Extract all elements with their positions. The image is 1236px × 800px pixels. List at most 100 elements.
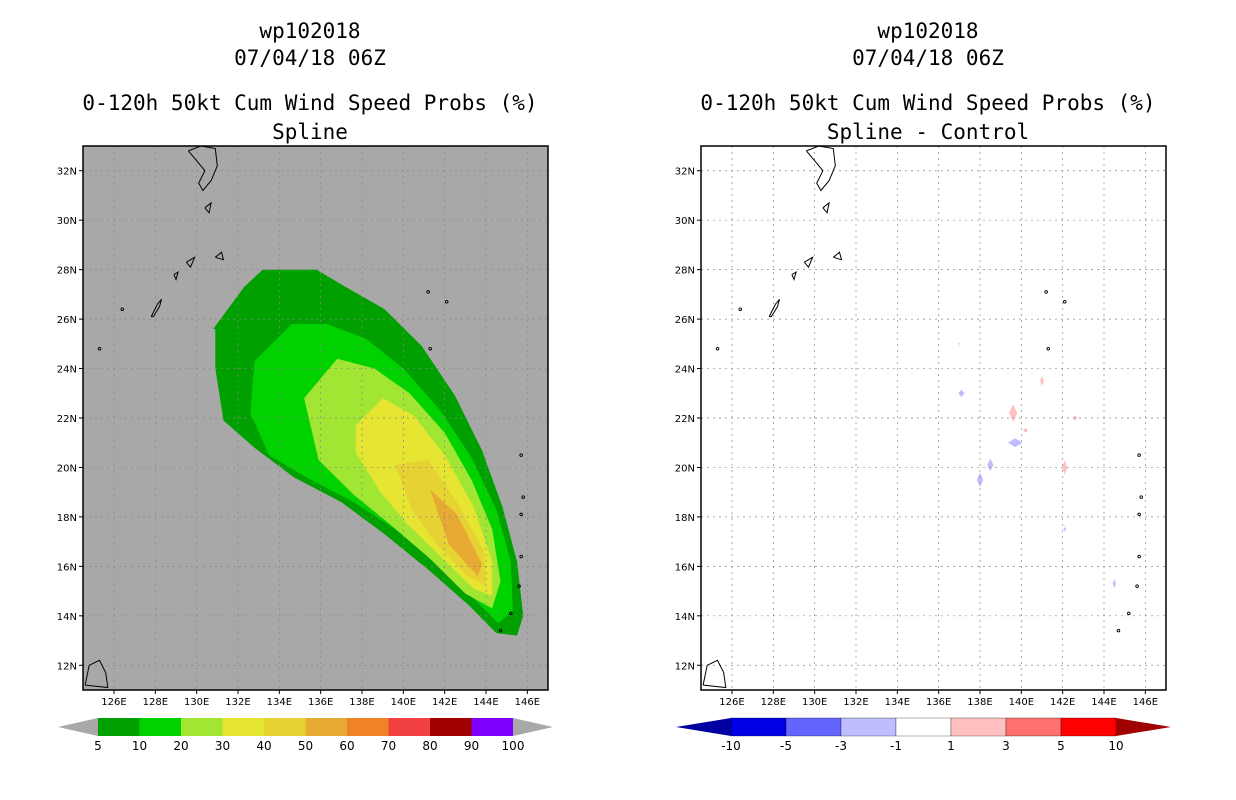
colorbar-tick-label: 5: [94, 739, 102, 753]
colorbar-swatch: [388, 718, 430, 736]
x-tick-label: 130E: [184, 697, 209, 708]
left-title-storm: wp102018: [259, 19, 361, 43]
island-marker: [517, 584, 521, 588]
island-marker: [509, 611, 513, 616]
y-tick-label: 24N: [57, 365, 77, 376]
colorbar-swatch: [840, 717, 897, 737]
colorbar-tick-label: 90: [464, 739, 479, 753]
diff-anomaly: [1008, 404, 1018, 422]
colorbar-tick-label: -10: [721, 739, 741, 753]
colorbar-swatch: [730, 717, 787, 737]
coastline: [832, 251, 843, 261]
colorbar-tick-label: 20: [173, 739, 188, 753]
island-marker: [428, 347, 432, 351]
x-tick-label: 138E: [349, 697, 374, 708]
x-tick-label: 126E: [719, 697, 744, 708]
colorbar-tick-label: -3: [835, 739, 847, 753]
diff-anomaly: [987, 458, 994, 472]
island-marker: [1137, 512, 1141, 517]
colorbar-tick-label: 10: [132, 739, 147, 753]
y-tick-label: 22N: [57, 414, 77, 425]
colorbar-swatch: [471, 718, 513, 736]
coastline: [768, 298, 780, 318]
colorbar-tick-label: 50: [298, 739, 313, 753]
colorbar-tick-label: 70: [381, 739, 396, 753]
colorbar-tick-label: 40: [256, 739, 271, 753]
coastline: [702, 659, 727, 689]
colorbar-swatch: [139, 718, 181, 736]
x-tick-label: 126E: [101, 697, 126, 708]
x-tick-label: 146E: [515, 697, 540, 708]
diff-anomaly: [1022, 427, 1028, 433]
diff-anomaly: [958, 389, 965, 397]
map-background: [701, 146, 1166, 690]
y-tick-label: 26N: [675, 315, 695, 326]
y-tick-label: 18N: [675, 513, 695, 524]
x-tick-label: 144E: [1091, 697, 1116, 708]
colorbar-swatch: [305, 718, 347, 736]
island-marker: [97, 347, 102, 351]
y-tick-label: 14N: [57, 612, 77, 623]
colorbar-tick-label: 5: [1057, 739, 1065, 753]
island-marker: [1062, 300, 1067, 304]
x-tick-label: 142E: [432, 697, 457, 708]
colorbar-left: 5 10 20 30 40 50 60 70 80 90 100: [58, 718, 553, 753]
y-tick-label: 16N: [57, 562, 77, 573]
island-marker: [738, 307, 743, 311]
island-marker: [1044, 290, 1048, 294]
colorbar-swatch: [264, 718, 306, 736]
y-tick-label: 24N: [675, 365, 695, 376]
colorbar-tick-label: 3: [1002, 739, 1010, 753]
right-title-date: 07/04/18 06Z: [852, 46, 1004, 70]
y-tick-label: 30N: [57, 216, 77, 227]
island-marker: [426, 290, 430, 294]
diff-anomaly: [1007, 438, 1023, 448]
y-tick-label: 22N: [675, 414, 695, 425]
colorbar-tick-label: 10: [1108, 739, 1123, 753]
island-marker: [519, 453, 523, 457]
colorbar-tick-label: 1: [947, 739, 955, 753]
x-tick-label: 142E: [1050, 697, 1075, 708]
island-marker: [1127, 611, 1131, 616]
coastline: [806, 145, 836, 192]
island-marker: [715, 347, 720, 351]
colorbar-swatch: [1005, 717, 1062, 737]
colorbar-swatch: [1060, 717, 1117, 737]
x-tick-label: 144E: [473, 697, 498, 708]
x-tick-label: 130E: [802, 697, 827, 708]
x-tick-label: 136E: [308, 697, 333, 708]
right-title-product: 0-120h 50kt Cum Wind Speed Probs (%): [700, 91, 1156, 115]
y-tick-label: 18N: [57, 513, 77, 524]
colorbar-arrow-low: [58, 718, 98, 736]
coastline: [150, 298, 162, 318]
colorbar-tick-label: 100: [502, 739, 525, 753]
coastline: [822, 201, 830, 214]
x-tick-label: 128E: [761, 697, 786, 708]
colorbar-swatch: [785, 717, 842, 737]
island-marker: [1139, 495, 1143, 499]
x-tick-label: 146E: [1133, 697, 1158, 708]
y-tick-label: 20N: [57, 463, 77, 474]
x-tick-label: 132E: [225, 697, 250, 708]
coastline: [214, 251, 225, 261]
colorbar-arrow-high: [1116, 718, 1171, 736]
y-tick-label: 26N: [57, 315, 77, 326]
colorbar-tick-label: -5: [780, 739, 792, 753]
y-tick-label: 32N: [57, 167, 77, 178]
island-marker: [444, 300, 449, 304]
colorbar-swatch: [950, 717, 1007, 737]
left-title-product: 0-120h 50kt Cum Wind Speed Probs (%): [82, 91, 538, 115]
diff-anomaly: [1063, 526, 1066, 532]
colorbar-arrow-low: [676, 718, 731, 736]
island-marker: [1137, 554, 1141, 559]
island-marker: [498, 628, 503, 633]
colorbar-right: -10 -5 -3 -1 1 3 5 10: [676, 717, 1171, 753]
right-title-method: Spline - Control: [826, 120, 1030, 144]
map-panel-left: 126E 128E 130E 132E 134E 136E 138E 140E 142E 144E…: [57, 145, 553, 753]
island-marker: [1046, 347, 1050, 351]
diff-anomaly: [1062, 460, 1068, 475]
coastline: [188, 145, 218, 192]
x-tick-label: 136E: [926, 697, 951, 708]
left-title-date: 07/04/18 06Z: [234, 46, 386, 70]
